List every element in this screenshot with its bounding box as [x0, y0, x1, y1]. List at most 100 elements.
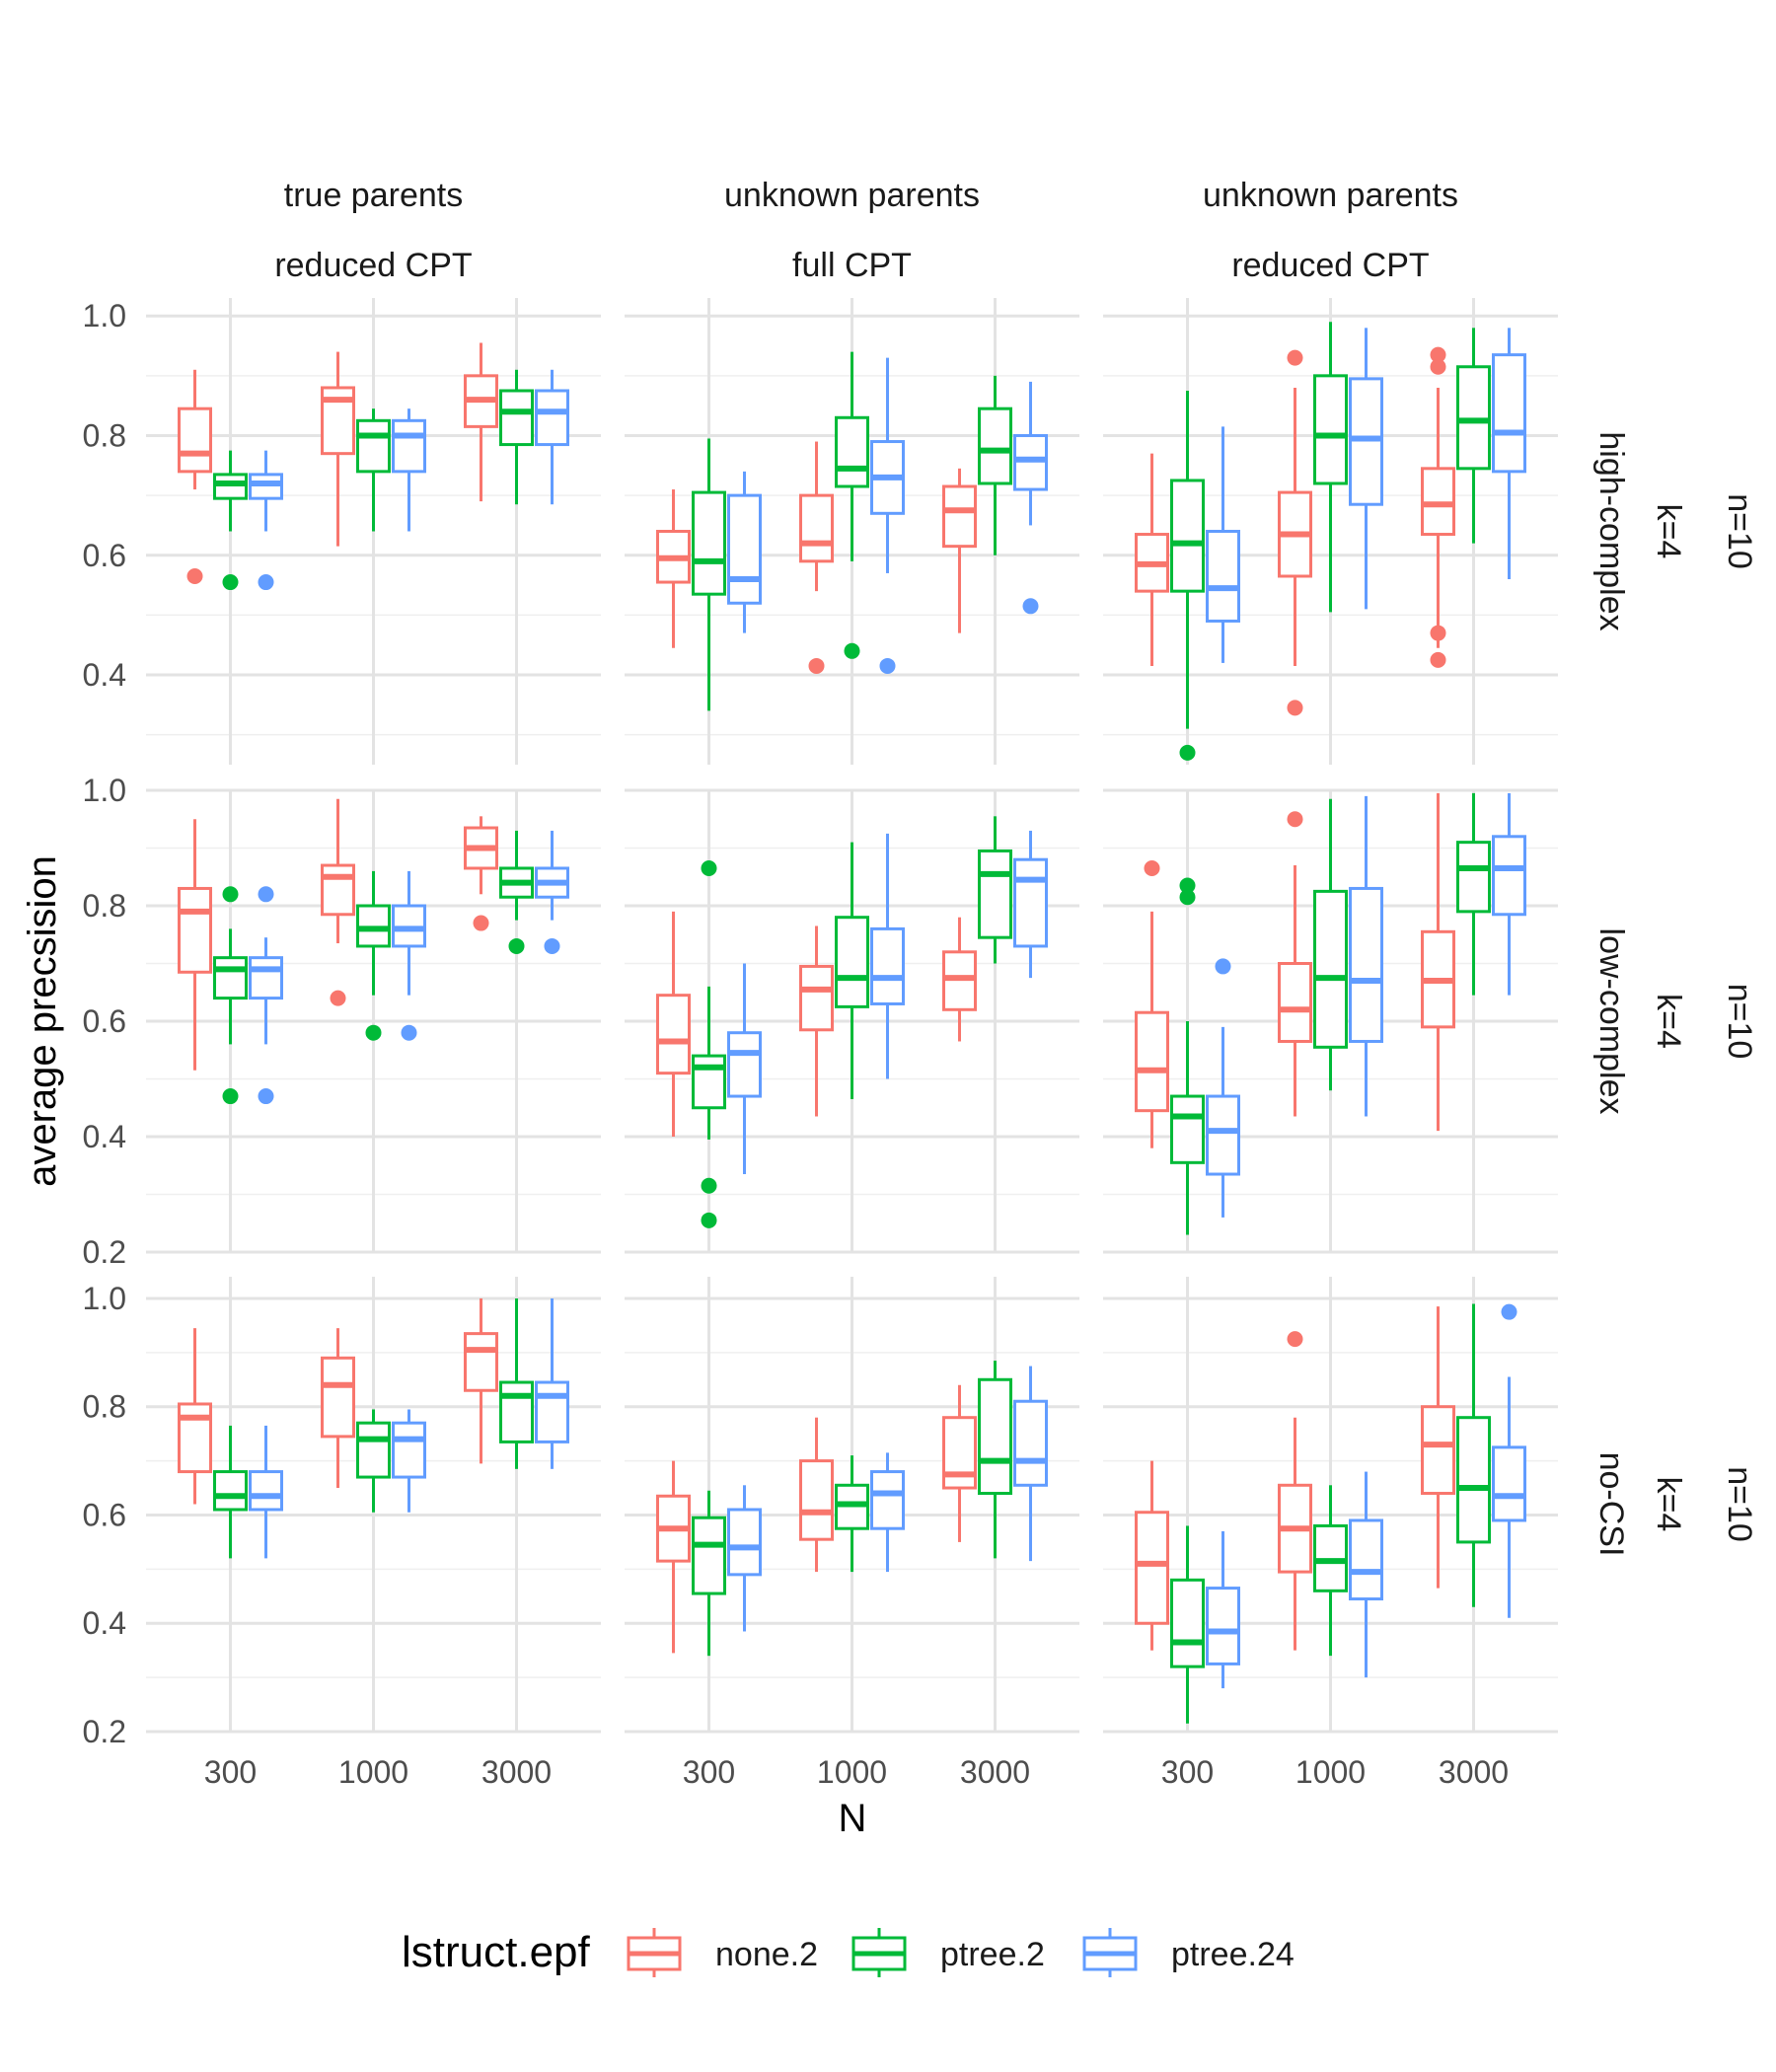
box-iqr	[213, 956, 248, 1000]
box-iqr	[1456, 365, 1491, 471]
y-tick-label: 0.8	[83, 888, 126, 924]
outlier-point	[1215, 958, 1231, 975]
box-none.2-3000	[942, 1384, 977, 1542]
box-iqr	[1313, 889, 1348, 1049]
box-ptree.2-300	[1170, 877, 1205, 1235]
box-iqr	[178, 1402, 212, 1474]
outlier-point	[879, 657, 896, 674]
outlier-point	[258, 886, 274, 903]
outlier-point	[844, 642, 860, 659]
box-iqr	[870, 1470, 905, 1530]
box-ptree.2-1000	[356, 408, 391, 532]
box-iqr	[727, 493, 762, 605]
box-ptree.24-1000	[392, 408, 426, 532]
legend-item-ptree.24: ptree.24	[1082, 1928, 1295, 1977]
x-tick-label: 3000	[1439, 1754, 1509, 1790]
box-ptree.24-3000	[535, 830, 569, 954]
box-iqr	[1206, 530, 1240, 623]
box-ptree.2-1000	[1313, 322, 1348, 613]
legend: lstruct.epf none.2 ptree.2 ptree.24	[402, 1928, 1295, 1977]
outlier-point	[258, 1088, 274, 1105]
box-iqr	[1421, 467, 1455, 537]
legend-item-none.2: none.2	[627, 1928, 818, 1977]
row-strip-strip3: n=10	[1721, 1466, 1758, 1542]
box-iqr	[178, 886, 212, 974]
box-iqr	[356, 418, 391, 474]
y-tick-label: 0.2	[83, 1714, 126, 1749]
column-strip-bottom: reduced CPT	[1231, 247, 1429, 284]
box-ptree.24-1000	[870, 357, 905, 674]
box-ptree.2-3000	[499, 1297, 534, 1469]
box-ptree.24-300	[249, 1425, 283, 1559]
box-none.2-1000	[1278, 1331, 1312, 1651]
box-ptree.24-1000	[870, 1452, 905, 1573]
box-iqr	[535, 389, 569, 447]
box-iqr	[321, 1356, 355, 1439]
box-iqr	[249, 956, 283, 1000]
row-strip-strip3: n=10	[1721, 984, 1758, 1060]
outlier-point	[1144, 859, 1160, 876]
outlier-point	[544, 937, 560, 954]
x-tick-label: 300	[1161, 1754, 1214, 1790]
box-ptree.2-3000	[499, 369, 534, 505]
box-iqr	[1206, 1094, 1240, 1176]
outlier-point	[1287, 700, 1303, 716]
outlier-point	[1022, 598, 1039, 615]
box-none.2-3000	[464, 1297, 498, 1464]
box-iqr	[1421, 1405, 1455, 1496]
outlier-point	[1287, 349, 1303, 366]
y-tick-label: 0.8	[83, 1389, 126, 1425]
row-strip-strip2: k=4	[1650, 994, 1687, 1049]
box-ptree.2-1000	[835, 842, 869, 1099]
y-tick-label: 1.0	[83, 298, 126, 333]
box-none.2-3000	[942, 468, 977, 633]
facet-strips: high-complex k=4 n=10 low-complex k=4 n=10 no-…	[274, 177, 1758, 1556]
box-iqr	[1349, 1518, 1383, 1601]
box-iqr	[1492, 835, 1526, 917]
y-tick-label: 1.0	[83, 773, 126, 808]
box-ptree.24-3000	[1013, 381, 1048, 615]
box-ptree.2-3000	[978, 1361, 1012, 1559]
box-iqr	[978, 407, 1012, 485]
box-none.2-300	[1135, 453, 1169, 666]
y-tick-label: 0.4	[83, 657, 126, 693]
outlier-point	[508, 937, 525, 954]
box-iqr	[1492, 1445, 1526, 1522]
box-iqr	[1456, 1416, 1491, 1544]
box-ptree.2-300	[692, 1490, 726, 1657]
column-strip-top: unknown parents	[1203, 177, 1458, 214]
box-ptree.24-3000	[535, 369, 569, 505]
box-iqr	[1456, 841, 1491, 914]
box-iqr	[356, 1421, 391, 1479]
box-none.2-300	[178, 1328, 212, 1505]
box-ptree.24-1000	[1349, 1471, 1383, 1678]
box-iqr	[213, 473, 248, 500]
box-iqr	[1170, 1578, 1205, 1668]
box-ptree.2-3000	[1456, 1303, 1491, 1607]
box-iqr	[978, 1377, 1012, 1496]
box-iqr	[1313, 374, 1348, 485]
box-ptree.2-300	[213, 1425, 248, 1559]
y-axis-title: average precsision	[21, 855, 64, 1187]
column-strip-top: true parents	[284, 177, 463, 214]
box-ptree.24-1000	[392, 1409, 426, 1513]
outlier-point	[1501, 1303, 1517, 1320]
outlier-point	[1179, 889, 1196, 906]
box-ptree.24-300	[727, 963, 762, 1175]
legend-title: lstruct.epf	[402, 1928, 591, 1976]
box-none.2-1000	[1278, 811, 1312, 1117]
outlier-point	[401, 1024, 417, 1041]
box-ptree.24-3000	[535, 1297, 569, 1469]
box-iqr	[835, 415, 869, 488]
outlier-point	[701, 1212, 717, 1228]
box-ptree.2-1000	[835, 351, 869, 659]
box-ptree.2-1000	[356, 1409, 391, 1513]
box-ptree.24-300	[1206, 426, 1240, 663]
x-tick-label: 300	[683, 1754, 735, 1790]
box-none.2-300	[656, 911, 691, 1137]
x-tick-label: 1000	[338, 1754, 408, 1790]
box-iqr	[835, 916, 869, 1008]
panel-r2-c2	[625, 788, 1079, 1254]
box-none.2-1000	[799, 441, 834, 674]
box-iqr	[1135, 1010, 1169, 1113]
